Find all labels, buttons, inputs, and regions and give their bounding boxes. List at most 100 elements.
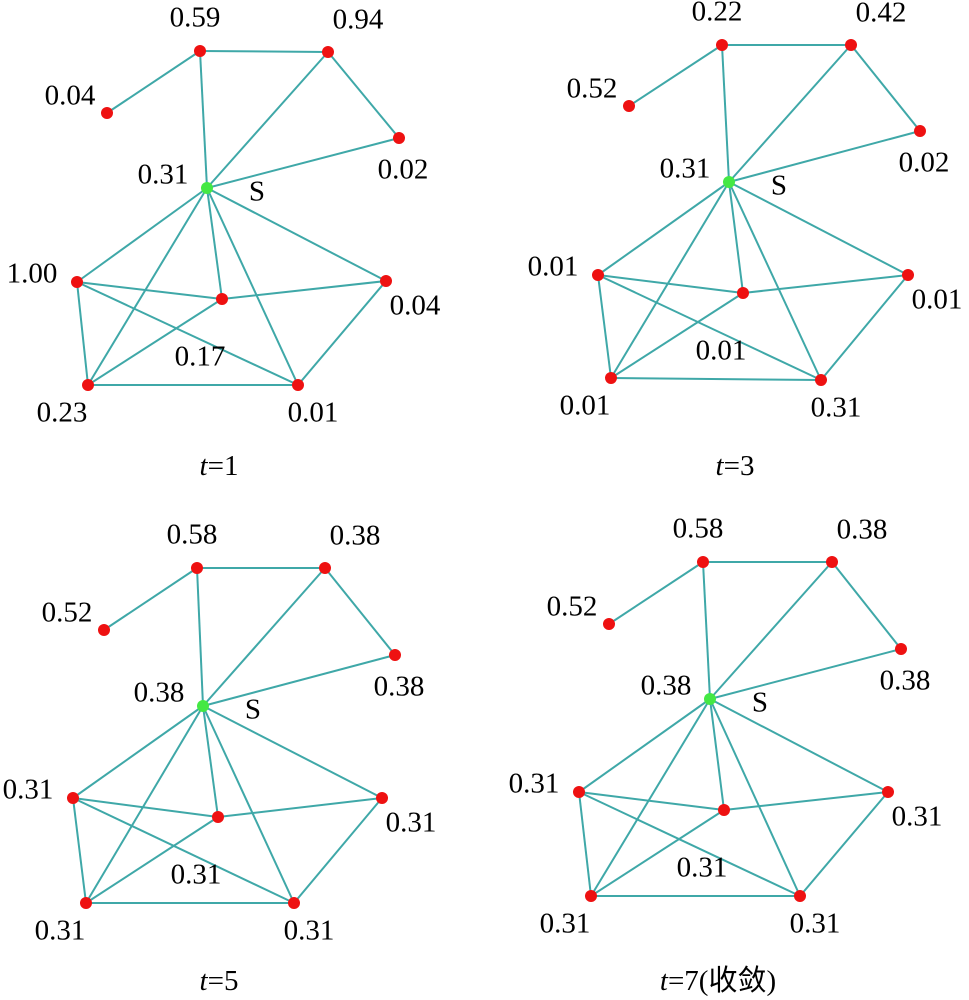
edge (202, 705, 295, 904)
edge (85, 705, 204, 904)
node (194, 45, 206, 57)
source-label: S (752, 687, 768, 719)
edge (76, 281, 299, 386)
node (288, 897, 300, 909)
node (376, 792, 388, 804)
caption-var: t (200, 965, 209, 997)
node-label: 0.04 (390, 290, 441, 322)
edge (76, 281, 223, 300)
edge (578, 791, 592, 897)
edge (728, 181, 909, 276)
node-label: 0.42 (856, 0, 907, 29)
node-label: 0.01 (560, 390, 611, 422)
edge (76, 281, 89, 386)
node-label: 0.38 (330, 520, 381, 552)
source-label: S (245, 694, 261, 726)
node (902, 269, 914, 281)
edge (799, 791, 889, 897)
node (815, 374, 827, 386)
node-label: 0.58 (167, 519, 218, 551)
node (914, 125, 926, 137)
node (98, 624, 110, 636)
node (794, 890, 806, 902)
source-label: S (249, 176, 265, 208)
caption-var: t (200, 450, 209, 482)
node (212, 811, 224, 823)
edge (820, 274, 909, 381)
edge (742, 274, 909, 294)
node-label: 0.38 (880, 665, 931, 697)
edge (72, 797, 295, 904)
edge (728, 181, 822, 381)
node-label: 0.52 (547, 591, 598, 623)
edge (206, 137, 400, 189)
edge (206, 187, 387, 282)
edge (590, 809, 725, 897)
edge (850, 44, 921, 132)
edge (709, 561, 833, 700)
source-node (197, 700, 209, 712)
edge (721, 44, 730, 183)
node (393, 132, 405, 144)
caption-text: =7(收敛) (668, 964, 776, 997)
node-label: 0.94 (333, 4, 384, 36)
node-label: 0.22 (692, 0, 743, 28)
node (716, 39, 728, 51)
node-label: 0.38 (134, 677, 185, 709)
node (605, 372, 617, 384)
node (845, 39, 857, 51)
node-label: 0.52 (567, 73, 618, 105)
node (80, 897, 92, 909)
edge (293, 797, 383, 904)
node (697, 556, 709, 568)
edge (709, 698, 801, 897)
edge (221, 280, 387, 300)
edge (206, 51, 329, 189)
node (101, 107, 113, 119)
caption-text: =3 (724, 450, 755, 482)
node-label: 0.38 (837, 514, 888, 546)
node-label: 0.31 (171, 859, 222, 891)
node-label: 0.59 (170, 2, 221, 34)
graph-panel: 0.58 0.38 0.52 0.38 0.38 0.31 0.31 0.31 0.31 0.31… (3, 519, 437, 997)
node-label: 0.38 (374, 671, 425, 703)
node-label: 0.31 (892, 801, 943, 833)
edge (202, 705, 383, 799)
node (737, 287, 749, 299)
edge (709, 698, 725, 811)
edge (831, 561, 902, 650)
node-label: 0.31 (35, 915, 86, 947)
edge (202, 705, 219, 818)
node-label: 0.31 (509, 768, 560, 800)
edge (597, 181, 730, 276)
edge (597, 274, 744, 294)
node-label: 0.01 (912, 284, 963, 316)
source-node (704, 693, 716, 705)
source-label: S (771, 170, 787, 202)
node-label: 0.01 (528, 251, 579, 283)
caption-var: t (716, 450, 725, 482)
edge (327, 51, 400, 139)
edge (597, 274, 822, 381)
node (882, 786, 894, 798)
edge (196, 567, 204, 707)
edge (702, 561, 711, 700)
caption: t=3 (716, 450, 755, 482)
node-label: 1.00 (7, 258, 58, 290)
edge (103, 567, 198, 631)
source-node (201, 182, 213, 194)
node-label: 0.58 (673, 513, 724, 545)
edge (324, 567, 396, 656)
edge (297, 280, 387, 386)
node-label: 0.31 (3, 774, 54, 806)
node-label: 0.02 (378, 154, 429, 186)
edge (709, 648, 902, 700)
edge (728, 130, 921, 183)
node (718, 804, 730, 816)
node-label: 0.02 (899, 147, 950, 179)
edge (199, 50, 329, 53)
edge (202, 567, 326, 707)
edge (217, 797, 383, 818)
source-node (723, 176, 735, 188)
edge (202, 654, 396, 707)
